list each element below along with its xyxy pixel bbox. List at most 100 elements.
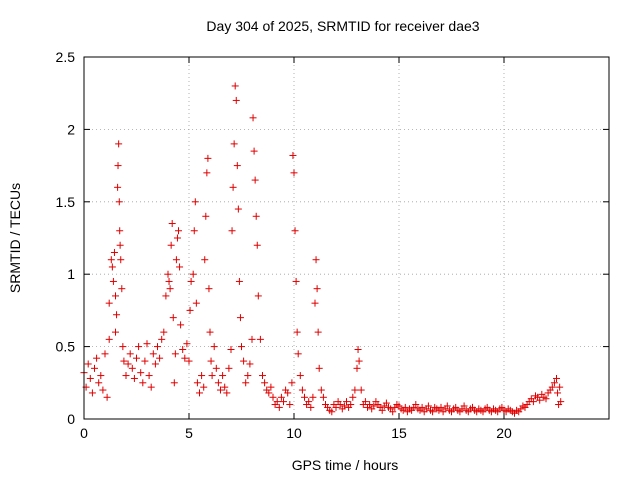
data-point	[305, 398, 313, 406]
data-point	[109, 277, 117, 285]
data-point	[176, 263, 184, 271]
data-point	[354, 345, 362, 353]
data-point	[186, 306, 194, 314]
data-point	[122, 372, 130, 380]
data-point	[556, 383, 564, 391]
y-tick-label: 2	[67, 121, 75, 137]
data-point	[84, 360, 92, 368]
data-point	[135, 343, 143, 351]
data-point	[167, 241, 175, 249]
data-point	[141, 357, 149, 365]
data-point	[156, 354, 164, 362]
data-points	[80, 82, 565, 417]
data-point	[370, 402, 378, 410]
data-point	[261, 379, 269, 387]
data-point	[189, 270, 197, 278]
data-point	[223, 389, 231, 397]
data-point	[253, 241, 261, 249]
data-point	[265, 389, 273, 397]
data-point	[361, 398, 369, 406]
data-point	[269, 393, 277, 401]
data-point	[105, 299, 113, 307]
data-point	[366, 401, 374, 409]
data-point	[351, 386, 359, 394]
data-point	[208, 372, 216, 380]
data-point	[193, 379, 201, 387]
data-point	[217, 386, 224, 394]
data-point	[126, 350, 134, 358]
data-point	[177, 321, 185, 329]
data-point	[115, 198, 123, 206]
data-point	[112, 328, 119, 336]
data-point	[192, 299, 200, 307]
data-point	[164, 270, 172, 278]
data-point	[234, 205, 242, 213]
x-tick-label: 0	[80, 425, 88, 441]
data-point	[291, 227, 299, 235]
data-point	[349, 393, 357, 401]
data-point	[401, 403, 409, 411]
data-point	[154, 343, 161, 351]
x-axis-label: GPS time / hours	[292, 457, 399, 473]
data-point	[313, 285, 321, 293]
data-point	[133, 354, 140, 362]
data-point	[336, 401, 344, 409]
data-point	[202, 212, 210, 220]
data-point	[171, 350, 179, 358]
data-point	[357, 386, 365, 394]
data-point	[286, 401, 294, 409]
data-point	[166, 285, 174, 293]
data-point	[275, 403, 283, 411]
data-point	[355, 357, 363, 365]
data-point	[151, 360, 159, 368]
data-point	[170, 379, 178, 387]
data-point	[120, 357, 128, 365]
data-point	[103, 393, 111, 401]
data-point	[185, 357, 193, 365]
data-point	[191, 198, 199, 206]
data-point	[212, 364, 220, 372]
data-point	[137, 369, 145, 377]
data-point	[162, 292, 170, 300]
y-tick-label: 0.5	[56, 339, 76, 355]
data-point	[298, 386, 306, 394]
data-point	[529, 398, 537, 406]
chart-title: Day 304 of 2025, SRMTID for receiver dae…	[206, 18, 479, 34]
data-point	[214, 379, 222, 387]
data-point	[105, 335, 113, 343]
data-point	[183, 340, 191, 348]
data-point	[207, 357, 215, 365]
data-point	[175, 227, 182, 235]
data-point	[292, 277, 300, 285]
data-point	[187, 277, 195, 285]
data-point	[548, 383, 556, 391]
data-point	[273, 398, 281, 406]
data-point	[314, 328, 322, 336]
data-point	[296, 372, 304, 380]
data-point	[204, 154, 212, 162]
data-point	[284, 389, 292, 397]
data-point	[542, 395, 550, 403]
y-tick-label: 1.5	[56, 194, 76, 210]
data-point	[160, 328, 168, 336]
data-point	[119, 343, 127, 351]
data-point	[231, 82, 239, 90]
data-point	[311, 299, 319, 307]
x-tick-label: 20	[496, 425, 512, 441]
data-point	[277, 393, 285, 401]
data-point	[206, 328, 214, 336]
data-point	[128, 364, 136, 372]
data-point	[91, 364, 98, 372]
data-point	[293, 328, 301, 336]
data-point	[200, 383, 208, 391]
data-point	[389, 408, 397, 416]
data-point	[317, 386, 325, 394]
data-point	[101, 350, 109, 358]
data-point	[225, 364, 233, 372]
data-point	[460, 402, 468, 410]
data-point	[210, 343, 218, 351]
data-point	[280, 398, 287, 406]
data-point	[95, 379, 103, 387]
data-point	[116, 227, 124, 235]
